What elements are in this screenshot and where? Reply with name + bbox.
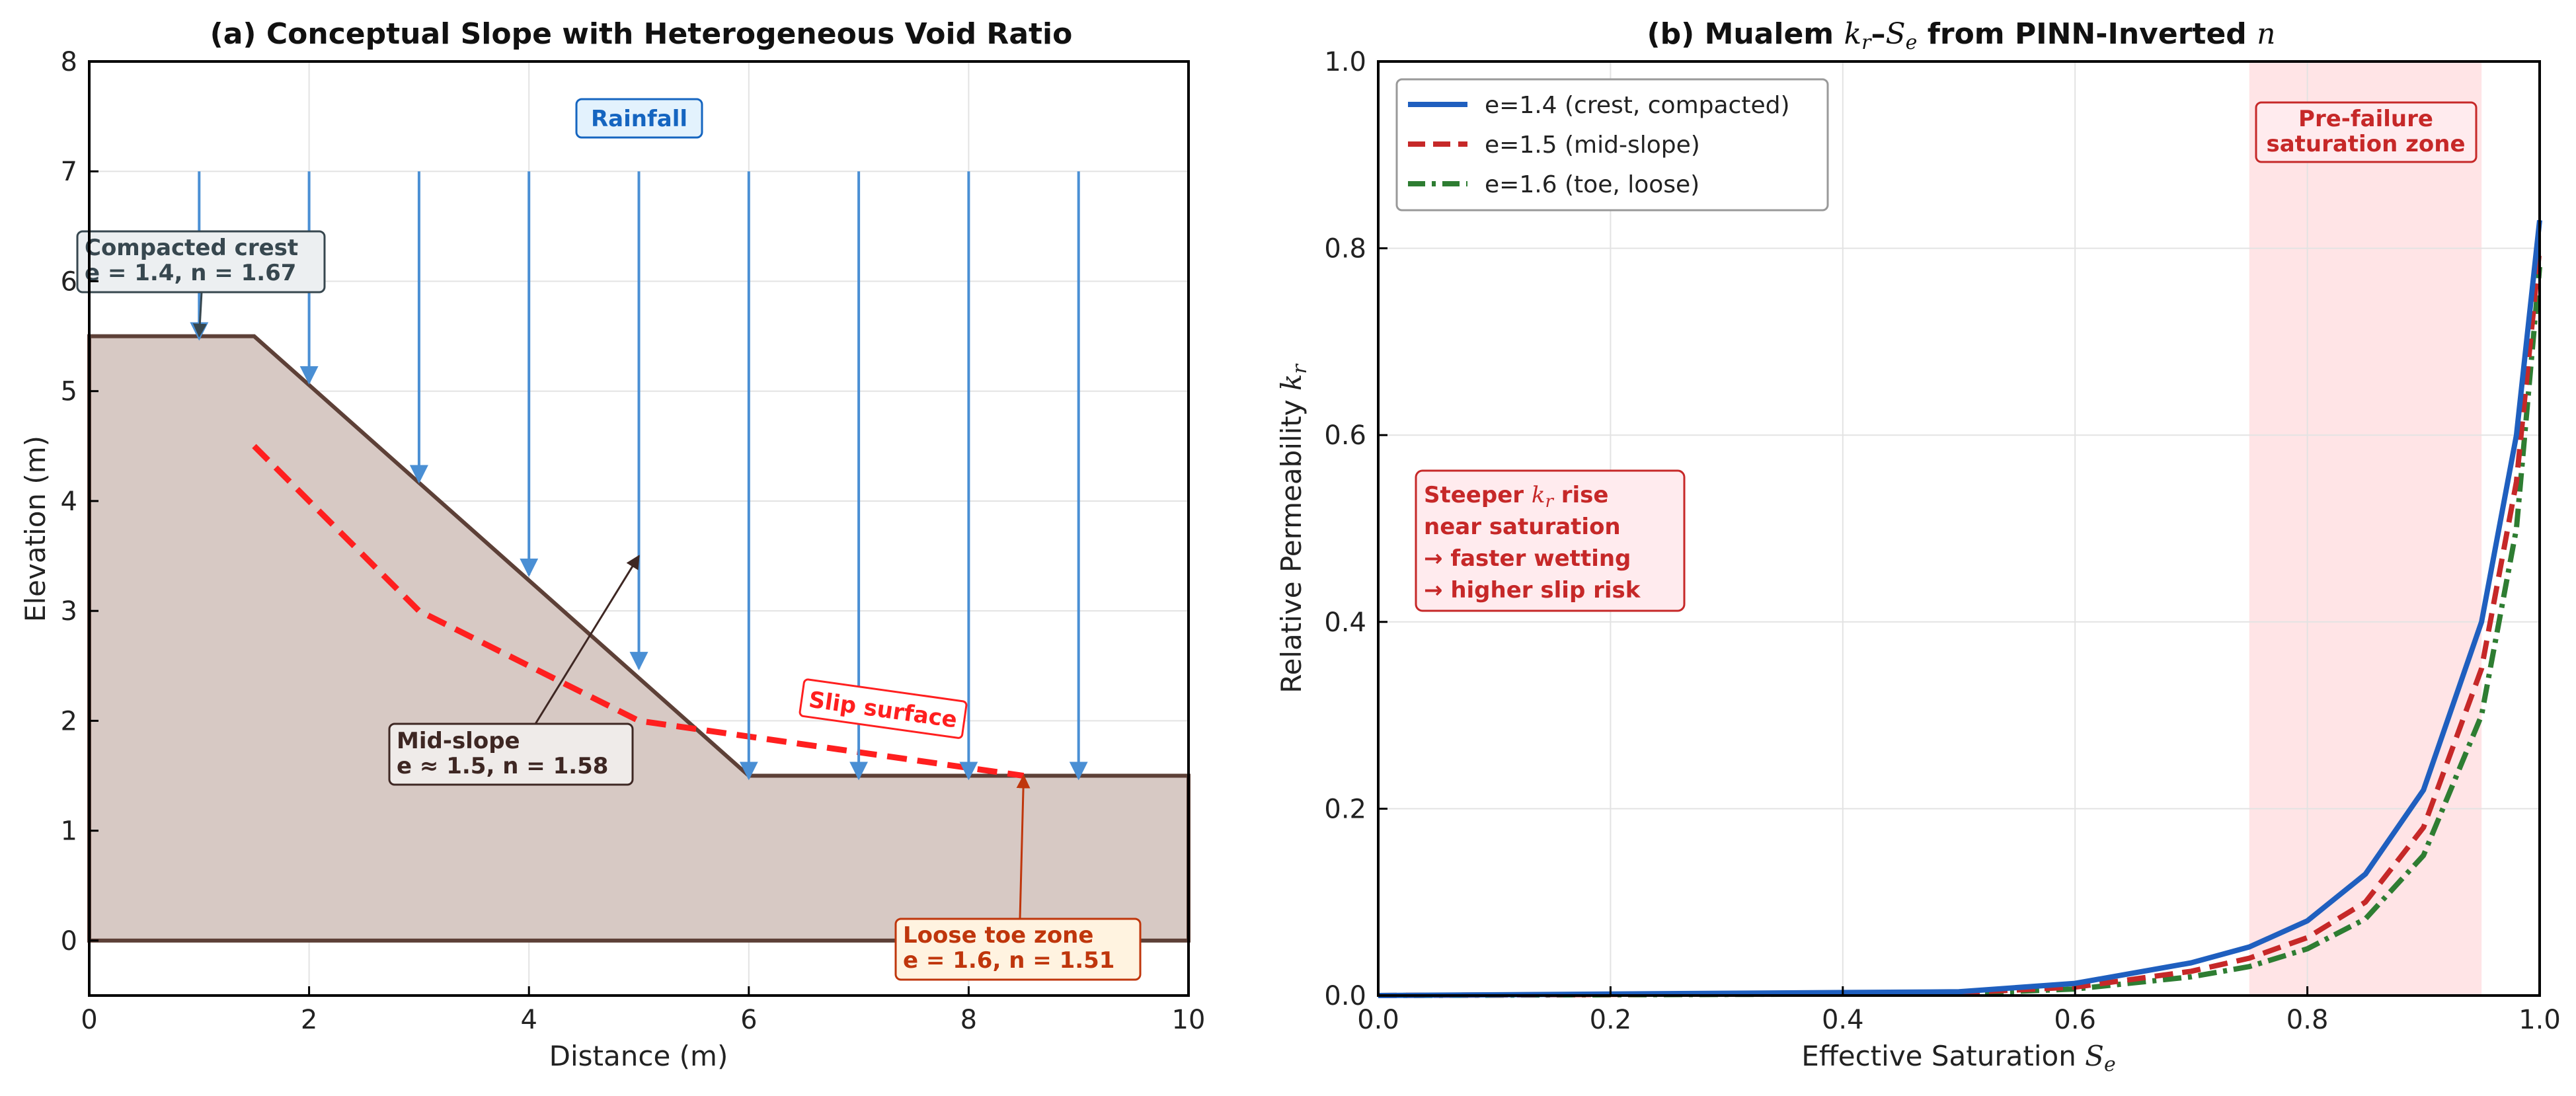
slope-y-tick-0: 0 [61,926,77,957]
perm-x-tick-1.0: 1.0 [2518,1005,2561,1035]
slope-y-tick-3: 3 [61,596,77,627]
legend-label-mid: e=1.5 (mid-slope) [1485,132,1700,159]
pre-failure-zone-label: Pre-failure saturation zone [2255,101,2478,163]
svg-text:Rainfall: Rainfall [591,106,687,132]
slope-axis-ticks: 0 2 4 6 8 10 0 1 2 3 4 5 6 7 8 [61,47,1206,1035]
permeability-panel-title: (b) Mualem kr–Se from PINN-Inverted n [1647,17,2276,54]
slope-annotations: Compacted crest e = 1.4, n = 1.67 Mid-sl… [76,230,1142,981]
permeability-axis-ticks: 0.0 0.2 0.4 0.6 0.8 1.0 0.0 0.2 0.4 0.6 0.8 1.0 [1324,47,2560,1035]
slope-panel: (a) Conceptual Slope with Heterogeneous … [19,17,1205,1072]
saturation-note-box: Steeper kr rise near saturation → faster… [1415,469,1686,612]
mid-slope-annotation-arrow [534,555,640,724]
svg-text:e = 1.6, n = 1.51: e = 1.6, n = 1.51 [903,947,1114,974]
slope-y-tick-7: 7 [61,157,77,187]
permeability-x-axis-label: Effective Saturation Se [1801,1040,2115,1076]
slope-plot-frame [88,60,1190,997]
mid-slope-annotation-box: Mid-slope e ≈ 1.5, n = 1.58 [388,723,634,786]
legend-label-crest: e=1.4 (crest, compacted) [1485,92,1790,119]
permeability-curves [1378,219,2542,998]
slope-y-tick-2: 2 [61,706,77,736]
svg-text:→ higher slip risk: → higher slip risk [1424,577,1641,604]
slope-y-tick-1: 1 [61,816,77,847]
slope-x-tick-10: 10 [1172,1005,1206,1035]
svg-text:Pre-failure: Pre-failure [2298,106,2433,132]
slip-surface-label: Slip surface [799,678,968,739]
legend-label-toe: e=1.6 (toe, loose) [1485,171,1699,198]
slope-y-tick-4: 4 [61,487,77,517]
slope-x-tick-2: 2 [301,1005,317,1035]
slope-x-tick-0: 0 [81,1005,97,1035]
perm-y-tick-1.0: 1.0 [1324,47,1366,77]
slope-y-axis-label: Elevation (m) [19,436,52,622]
slip-surface-line [252,444,1025,779]
slope-panel-title: (a) Conceptual Slope with Heterogeneous … [210,17,1073,51]
pre-failure-zone [2249,61,2482,996]
perm-x-tick-0.8: 0.8 [2286,1005,2329,1035]
slope-x-tick-6: 6 [740,1005,757,1035]
slope-x-tick-4: 4 [520,1005,537,1035]
permeability-panel: (b) Mualem kr–Se from PINN-Inverted n Pr… [1275,17,2561,1076]
slope-x-tick-8: 8 [960,1005,977,1035]
perm-x-tick-0.0: 0.0 [1357,1005,1399,1035]
rainfall-arrows [190,171,1088,781]
svg-text:→ faster wetting: → faster wetting [1424,545,1631,572]
svg-text:saturation zone: saturation zone [2266,131,2465,157]
slope-x-axis-label: Distance (m) [549,1040,728,1072]
perm-x-tick-0.6: 0.6 [2054,1005,2096,1035]
slope-y-tick-8: 8 [61,47,77,77]
svg-text:Compacted crest: Compacted crest [85,235,298,261]
crest-annotation-arrow [192,292,207,338]
permeability-legend: e=1.4 (crest, compacted) e=1.5 (mid-slop… [1395,78,1829,212]
toe-annotation-arrow [1016,774,1031,920]
crest-annotation-box: Compacted crest e = 1.4, n = 1.67 [76,230,326,294]
rainfall-label: Rainfall [575,98,703,139]
svg-text:Loose toe zone: Loose toe zone [903,922,1093,949]
permeability-plot-frame [1377,60,2541,997]
svg-text:Steeper kr rise: Steeper kr rise [1424,482,1608,512]
perm-x-tick-0.4: 0.4 [1822,1005,1864,1035]
perm-y-tick-0.4: 0.4 [1324,607,1366,638]
slope-y-tick-6: 6 [61,266,77,297]
kr-curve-e-1.6 [1378,266,2542,998]
perm-y-tick-0.0: 0.0 [1324,981,1366,1011]
svg-text:e = 1.4, n = 1.67: e = 1.4, n = 1.67 [85,260,296,286]
perm-y-tick-0.2: 0.2 [1324,794,1366,824]
slope-y-tick-5: 5 [61,377,77,407]
svg-text:Mid-slope: Mid-slope [397,728,520,754]
kr-curve-e-1.4 [1378,219,2542,998]
svg-text:near saturation: near saturation [1424,514,1621,540]
toe-annotation-box: Loose toe zone e = 1.6, n = 1.51 [894,918,1142,981]
perm-y-tick-0.8: 0.8 [1324,234,1366,264]
perm-x-tick-0.2: 0.2 [1590,1005,1632,1035]
permeability-y-axis-label: Relative Permeability kr [1275,364,1311,693]
svg-text:e ≈ 1.5, n = 1.58: e ≈ 1.5, n = 1.58 [397,753,608,779]
perm-y-tick-0.6: 0.6 [1324,420,1366,451]
